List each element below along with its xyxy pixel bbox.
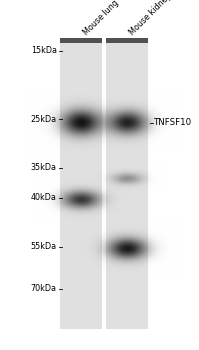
Text: 25kDa: 25kDa — [31, 114, 57, 124]
Text: 15kDa: 15kDa — [31, 46, 57, 55]
Text: 55kDa: 55kDa — [31, 242, 57, 251]
Text: Mouse lung: Mouse lung — [82, 0, 120, 37]
Text: 40kDa: 40kDa — [31, 193, 57, 202]
Text: 70kDa: 70kDa — [31, 284, 57, 293]
Text: Mouse kidney: Mouse kidney — [127, 0, 173, 37]
Text: 35kDa: 35kDa — [31, 163, 57, 173]
Text: TNFSF10: TNFSF10 — [154, 118, 192, 127]
